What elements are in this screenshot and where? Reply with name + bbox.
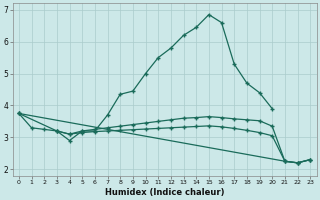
X-axis label: Humidex (Indice chaleur): Humidex (Indice chaleur) — [105, 188, 224, 197]
